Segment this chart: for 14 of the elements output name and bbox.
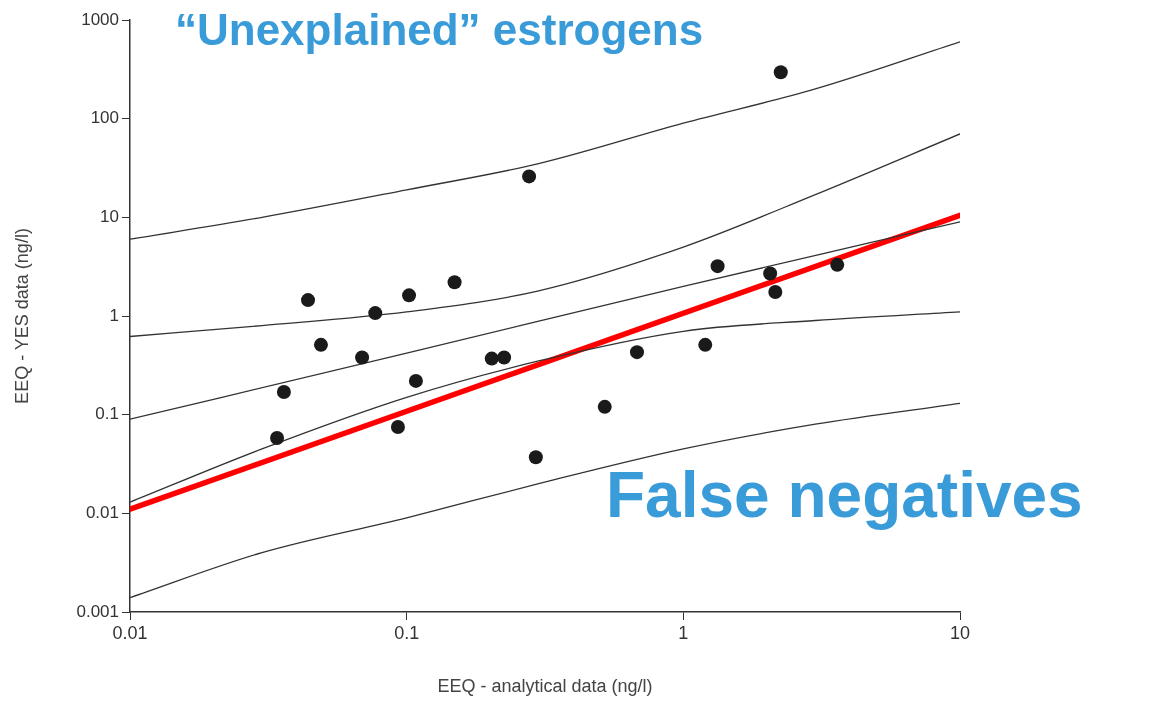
x-tick-label: 10 bbox=[949, 622, 971, 643]
y-tick-label: 100 bbox=[90, 108, 119, 128]
y-axis-title: EEQ - YES data (ng/l) bbox=[11, 228, 32, 404]
y-tick-label: 0.001 bbox=[76, 601, 119, 621]
y-tick-label: 0.01 bbox=[85, 503, 119, 523]
x-axis-title: EEQ - analytical data (ng/l) bbox=[437, 676, 653, 697]
x-tick-label: 1 bbox=[678, 622, 689, 643]
x-tick-label: 0.1 bbox=[394, 622, 420, 643]
annotation: “Unexplained” estrogens bbox=[175, 5, 704, 55]
y-tick-label: 0.1 bbox=[95, 404, 119, 424]
y-tick-label: 1000 bbox=[81, 9, 119, 29]
y-tick-label: 1 bbox=[109, 305, 119, 325]
annotation: False negatives bbox=[606, 459, 1083, 531]
y-tick-label: 10 bbox=[100, 207, 119, 227]
